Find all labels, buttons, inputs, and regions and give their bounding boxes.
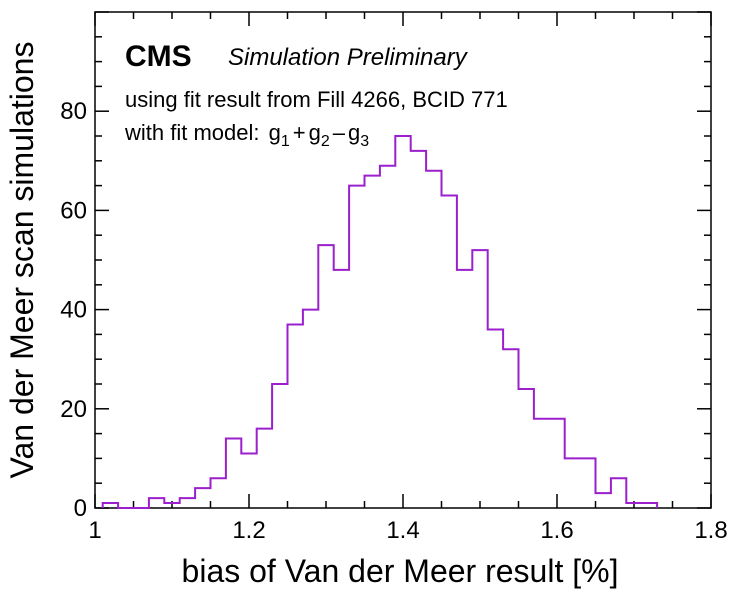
y-tick-label: 80 bbox=[60, 98, 87, 125]
histogram-bin bbox=[565, 458, 580, 508]
fit-model-prefix: with fit model: bbox=[124, 120, 266, 145]
x-tick-label: 1.4 bbox=[386, 517, 419, 544]
histogram-bin bbox=[257, 429, 272, 508]
histogram-bin bbox=[103, 503, 118, 508]
histogram-bin bbox=[411, 151, 426, 508]
histogram-bin bbox=[519, 389, 534, 508]
histogram-bin bbox=[211, 478, 226, 508]
fit-model-subscript: 2 bbox=[321, 133, 330, 150]
histogram-bin bbox=[488, 329, 503, 508]
y-tick-label: 40 bbox=[60, 297, 87, 324]
y-tick-label: 20 bbox=[60, 396, 87, 423]
histogram-bins bbox=[103, 136, 657, 508]
fit-model-annotation: with fit model: g1​+g2​–g3​ bbox=[124, 120, 369, 150]
histogram-bin bbox=[149, 498, 164, 508]
fit-model-operator: – bbox=[333, 120, 346, 145]
histogram-bin bbox=[611, 478, 626, 508]
histogram-bin bbox=[596, 493, 611, 508]
y-tick-label: 60 bbox=[60, 197, 87, 224]
histogram-bin bbox=[226, 439, 241, 508]
histogram-bin bbox=[365, 176, 380, 508]
histogram-bin bbox=[349, 186, 364, 508]
x-tick-label: 1.8 bbox=[694, 517, 727, 544]
axis-ticks bbox=[94, 11, 712, 509]
fit-model-subscript: 3 bbox=[360, 133, 369, 150]
histogram-bin bbox=[180, 498, 195, 508]
histogram-bin bbox=[334, 270, 349, 508]
y-axis-title: Van der Meer scan simulations bbox=[4, 42, 40, 479]
cms-label: CMS bbox=[125, 40, 192, 73]
histogram-outline bbox=[101, 135, 659, 509]
histogram-bin bbox=[534, 419, 549, 508]
histogram-bin bbox=[503, 349, 518, 508]
axis-tick-labels: 1 1.2 1.4 1.6 1.8 0 20 40 60 80 bbox=[60, 98, 727, 544]
histogram-bin bbox=[380, 166, 395, 508]
histogram-bin bbox=[288, 324, 303, 508]
x-tick-label: 1.6 bbox=[540, 517, 573, 544]
simulation-preliminary-label: Simulation Preliminary bbox=[228, 44, 469, 71]
histogram-bin bbox=[426, 171, 441, 508]
histogram-bin bbox=[395, 136, 410, 508]
fit-model-operator: + bbox=[293, 120, 306, 145]
histogram-bin bbox=[303, 310, 318, 508]
histogram-bin bbox=[472, 250, 487, 508]
x-tick-label: 1.2 bbox=[232, 517, 265, 544]
histogram-bin bbox=[626, 503, 641, 508]
histogram-bin bbox=[318, 245, 333, 508]
histogram-bin bbox=[580, 458, 595, 508]
histogram-bin bbox=[642, 503, 657, 508]
histogram-bin bbox=[549, 419, 564, 508]
fit-result-annotation: using fit result from Fill 4266, BCID 77… bbox=[125, 87, 508, 112]
histogram-bin bbox=[241, 453, 256, 508]
y-tick-label: 0 bbox=[74, 495, 87, 522]
histogram-bin bbox=[164, 503, 179, 508]
fit-model-term: g bbox=[348, 120, 360, 145]
fit-model-term: g bbox=[269, 120, 281, 145]
x-tick-label: 1 bbox=[88, 517, 101, 544]
histogram-bin bbox=[457, 270, 472, 508]
histogram-bin bbox=[442, 196, 457, 508]
histogram-bin bbox=[195, 488, 210, 508]
x-axis-title: bias of Van der Meer result [%] bbox=[182, 553, 619, 589]
fit-model-term: g bbox=[309, 120, 321, 145]
fit-model-subscript: 1 bbox=[281, 133, 290, 150]
histogram-bin bbox=[272, 384, 287, 508]
